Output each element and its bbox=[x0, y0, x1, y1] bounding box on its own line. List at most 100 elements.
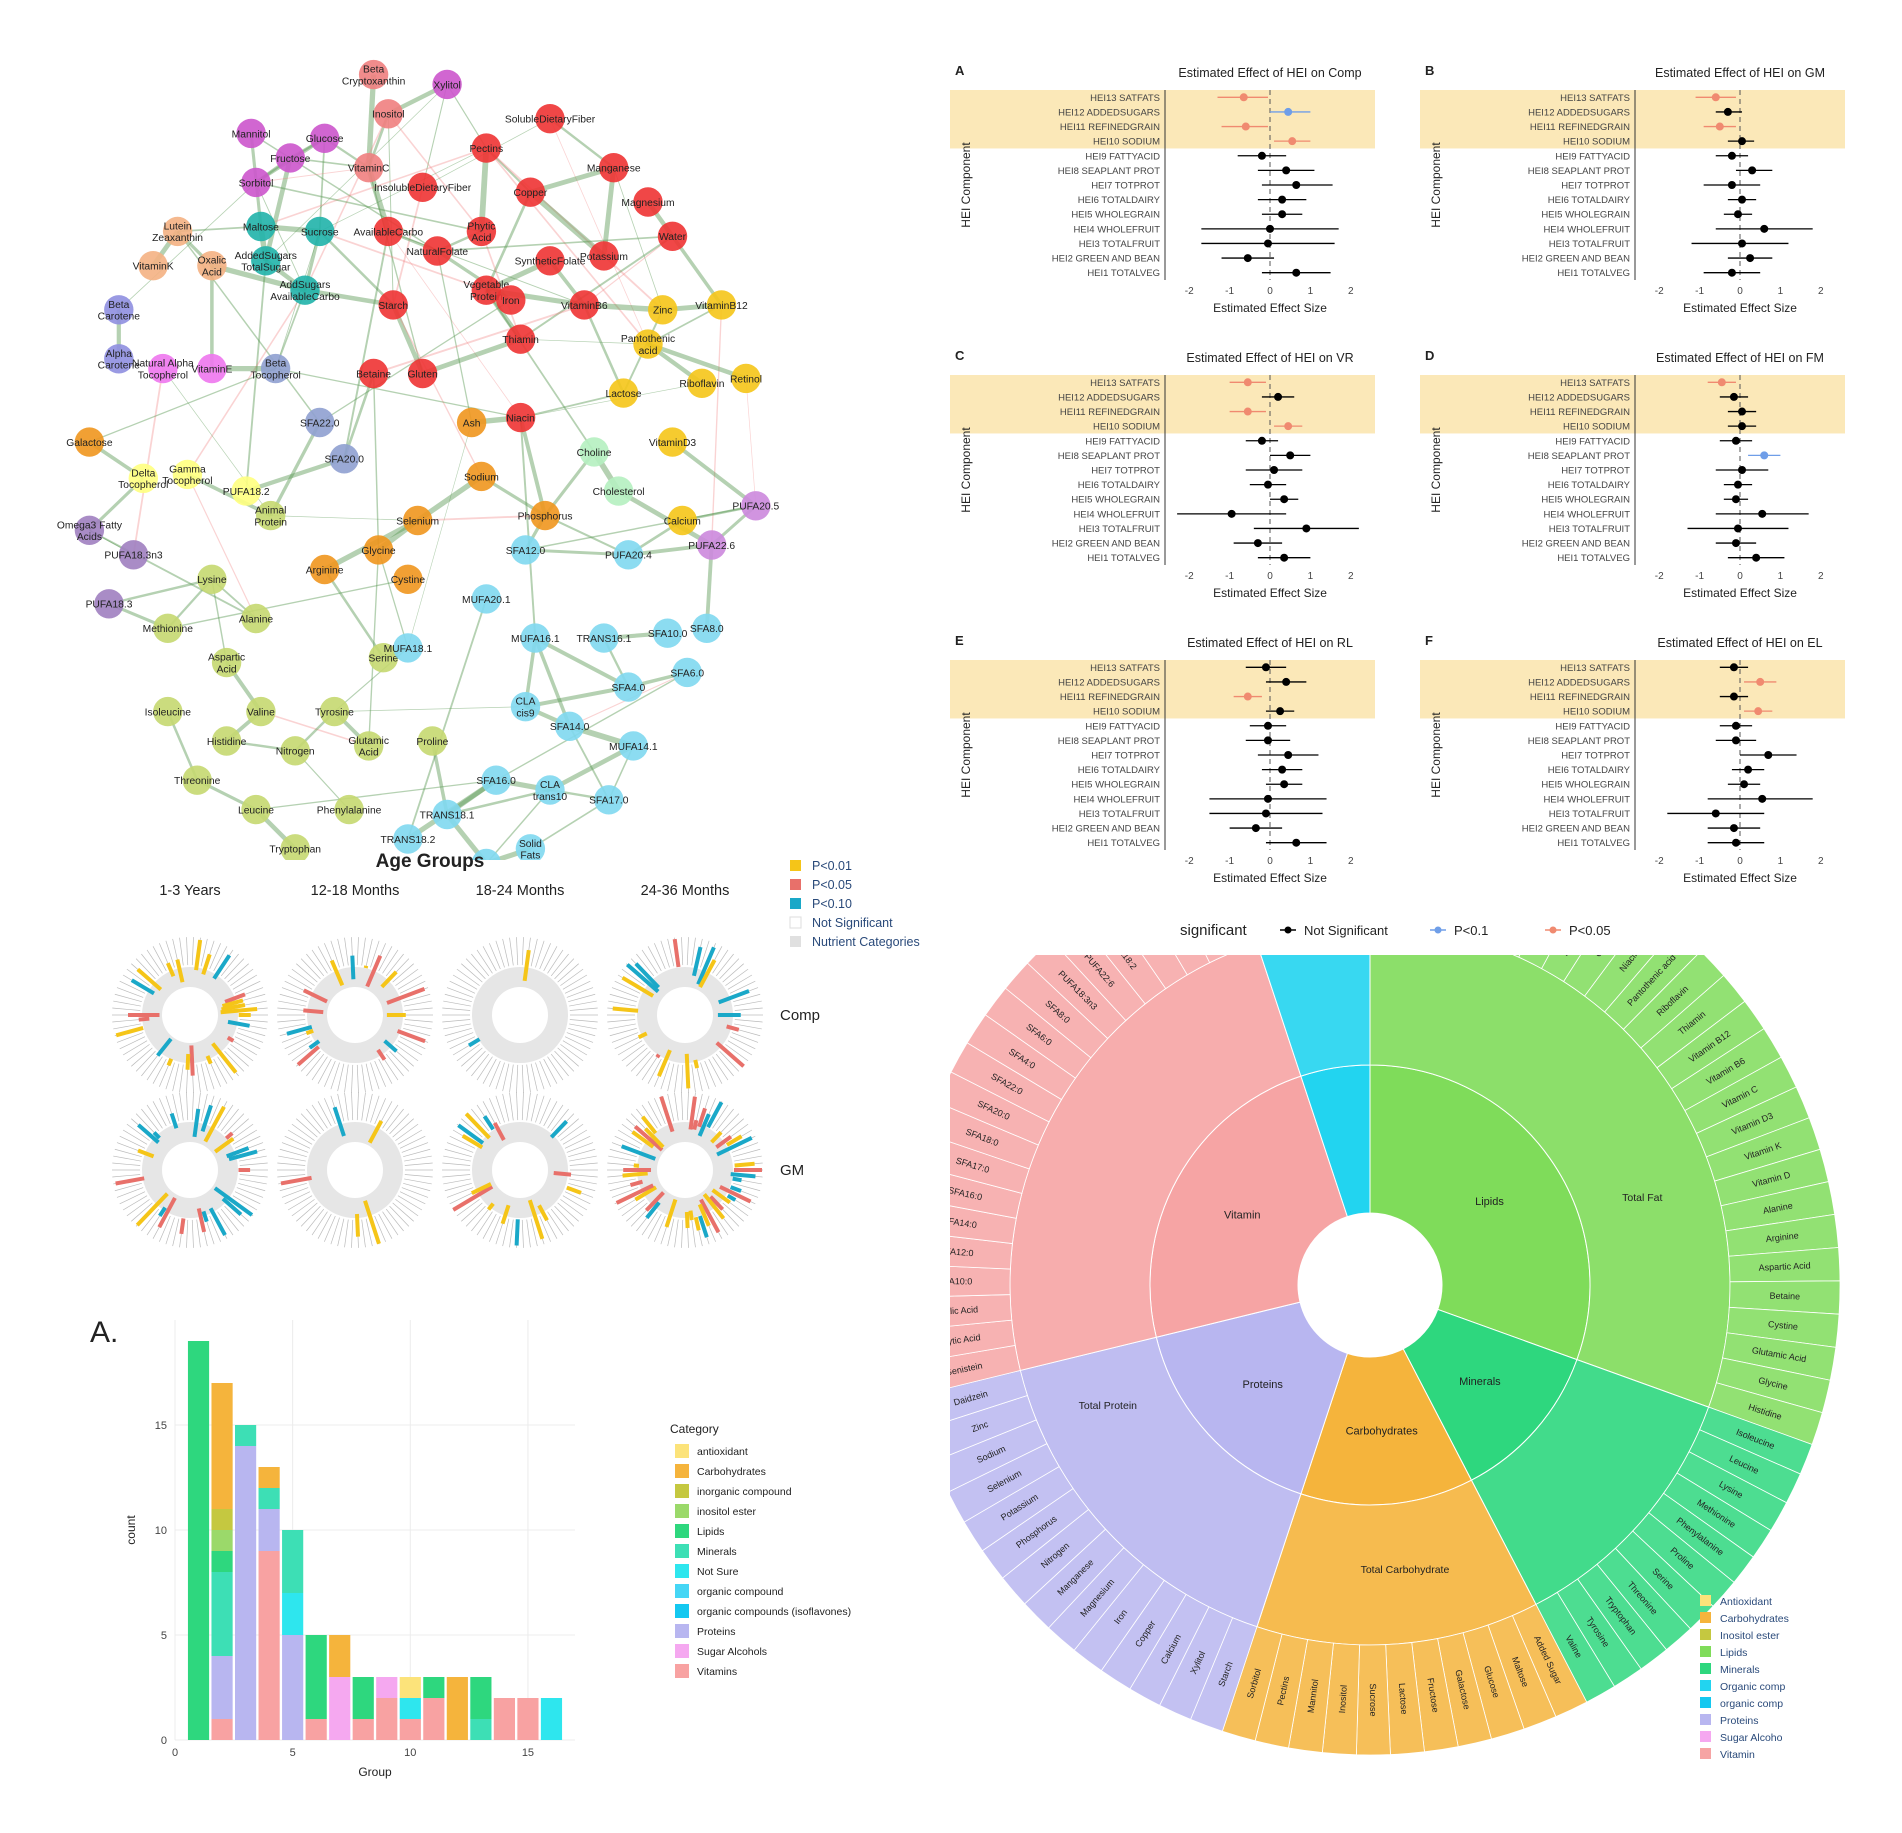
network-node bbox=[118, 540, 149, 570]
age-spoke bbox=[476, 1056, 493, 1081]
network-node bbox=[530, 500, 560, 531]
age-spoke bbox=[186, 937, 189, 966]
age-spoke bbox=[471, 1108, 490, 1132]
y-tick-label: HEI5 WHOLEGRAIN bbox=[1071, 210, 1160, 221]
age-spoke bbox=[465, 958, 486, 980]
y-tick-label: HEI13 SATFATS bbox=[1090, 378, 1160, 389]
age-spoke bbox=[119, 1191, 146, 1205]
legend-label: Proteins bbox=[697, 1626, 736, 1638]
age-spoke bbox=[337, 1063, 345, 1092]
age-spoke bbox=[729, 1036, 756, 1050]
estimate-point bbox=[1243, 378, 1252, 387]
estimate-point bbox=[1731, 721, 1740, 730]
network-node-label: SFA16.0 bbox=[476, 776, 516, 787]
network-node bbox=[182, 765, 212, 795]
network-node-label: Lutein bbox=[164, 221, 192, 232]
age-spoke bbox=[351, 1219, 354, 1248]
network-node-label: PUFA18.3n3 bbox=[104, 551, 163, 562]
age-sig-bar bbox=[625, 963, 660, 994]
y-tick-label: HEI8 SEAPLANT PROT bbox=[1528, 166, 1630, 177]
estimate-point bbox=[1731, 736, 1740, 745]
age-sig-bar bbox=[192, 1108, 201, 1138]
x-tick-label: 1 bbox=[1778, 856, 1784, 867]
age-spoke bbox=[482, 1213, 497, 1239]
network-node-label: Zinc bbox=[653, 306, 672, 317]
age-spoke bbox=[200, 1063, 208, 1092]
age-spoke bbox=[647, 1213, 662, 1239]
sunburst-middle-label: Total Carbohydrate bbox=[1361, 1564, 1450, 1576]
age-spoke bbox=[530, 1093, 538, 1122]
estimate-point bbox=[1253, 539, 1262, 548]
legend-swatch bbox=[675, 1504, 689, 1518]
y-tick-label: HEI6 TOTALDAIRY bbox=[1078, 195, 1161, 206]
forest-title: Estimated Effect of HEI on Comp bbox=[1178, 66, 1361, 80]
age-spoke bbox=[277, 1162, 306, 1166]
age-spoke bbox=[564, 1036, 591, 1050]
x-tick-label: 10 bbox=[404, 1747, 416, 1759]
age-spoke bbox=[234, 1036, 261, 1050]
network-node bbox=[505, 402, 536, 433]
network-node bbox=[422, 236, 452, 266]
y-tick-label: HEI7 TOTPROT bbox=[1561, 466, 1630, 477]
network-node bbox=[241, 603, 271, 634]
network-edge bbox=[319, 230, 487, 292]
age-spoke bbox=[526, 1219, 531, 1248]
age-spoke bbox=[495, 1062, 505, 1090]
x-tick-label: 1 bbox=[1778, 571, 1784, 582]
network-node bbox=[275, 143, 305, 173]
estimate-point bbox=[1243, 407, 1252, 416]
sunburst-leaf-label: SFA10:0 bbox=[950, 1276, 972, 1286]
age-spoke bbox=[444, 1027, 472, 1037]
legend-swatch bbox=[1700, 1697, 1711, 1708]
age-sig-bar bbox=[641, 1115, 658, 1135]
network-node-label: Galactose bbox=[66, 438, 113, 449]
age-spoke bbox=[562, 1129, 588, 1145]
age-spoke bbox=[569, 1174, 598, 1178]
legend-label: Lipids bbox=[1720, 1647, 1747, 1659]
y-tick-label: 10 bbox=[155, 1525, 167, 1537]
x-tick-label: 0 bbox=[1737, 286, 1743, 297]
age-spoke bbox=[482, 1058, 497, 1084]
bar-segment bbox=[423, 1677, 445, 1698]
age-spoke bbox=[311, 1056, 328, 1081]
age-spoke bbox=[734, 1155, 762, 1162]
legend-label: Proteins bbox=[1720, 1715, 1759, 1727]
age-sig-bar bbox=[296, 1045, 321, 1067]
age-spoke bbox=[146, 949, 163, 974]
age-spoke bbox=[557, 1118, 579, 1138]
age-spoke bbox=[617, 1129, 643, 1145]
age-sig-bar bbox=[698, 959, 717, 989]
bar-segment bbox=[399, 1719, 421, 1740]
age-spoke bbox=[279, 1182, 307, 1192]
y-tick-label: HEI6 TOTALDAIRY bbox=[1078, 480, 1161, 491]
age-spoke bbox=[200, 938, 208, 967]
network-node-label: SyntheticFolate bbox=[515, 257, 586, 268]
age-spoke bbox=[382, 1056, 399, 1081]
age-groups-panel: Age Groups 1-3 Years 12-18 Months 18-24 Mon… bbox=[112, 851, 920, 1248]
network-node bbox=[510, 535, 541, 565]
y-axis-label: HEI Component bbox=[1429, 427, 1443, 513]
network-edge bbox=[417, 514, 546, 522]
estimate-point bbox=[1284, 107, 1293, 116]
age-sig-bar bbox=[367, 1120, 384, 1144]
network-node bbox=[594, 785, 624, 815]
age-spoke bbox=[681, 1064, 684, 1093]
age-spoke bbox=[300, 958, 321, 980]
estimate-point bbox=[1754, 707, 1763, 716]
age-spoke bbox=[562, 974, 588, 990]
age-sig-bar bbox=[205, 1055, 213, 1065]
age-spoke bbox=[560, 1123, 584, 1141]
y-tick-label: HEI5 WHOLEGRAIN bbox=[1541, 495, 1630, 506]
network-edge bbox=[387, 113, 483, 232]
age-spoke bbox=[209, 1060, 221, 1087]
network-node bbox=[172, 459, 203, 490]
age-spoke bbox=[554, 1205, 575, 1227]
age-spoke bbox=[399, 1135, 426, 1149]
age-spoke bbox=[385, 1053, 404, 1077]
y-tick-label: HEI8 SEAPLANT PROT bbox=[1528, 451, 1630, 462]
network-edge bbox=[525, 548, 629, 557]
age-spoke bbox=[550, 1208, 569, 1232]
legend-label: Not Significant bbox=[1304, 923, 1388, 938]
y-tick-label: HEI13 SATFATS bbox=[1560, 93, 1630, 104]
network-node-label: MUFA14.1 bbox=[609, 742, 658, 753]
